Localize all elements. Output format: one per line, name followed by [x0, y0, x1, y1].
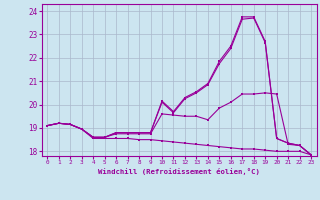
X-axis label: Windchill (Refroidissement éolien,°C): Windchill (Refroidissement éolien,°C)	[98, 168, 260, 175]
